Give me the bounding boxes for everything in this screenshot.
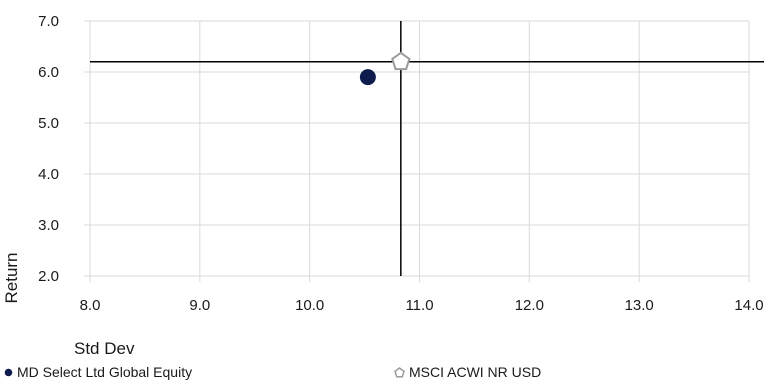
legend: MD Select Ltd Global Equity MSCI ACWI NR… — [0, 364, 764, 382]
x-axis-label: Std Dev — [74, 339, 135, 358]
x-tick-label: 9.0 — [189, 297, 210, 314]
grid-lines — [84, 20, 750, 282]
legend-item-benchmark: MSCI ACWI NR USD — [394, 364, 541, 380]
y-tick-label: 7.0 — [38, 13, 59, 30]
x-tick-label: 11.0 — [405, 297, 433, 314]
x-tick-labels: 8.0 9.0 10.0 11.0 12.0 13.0 14.0 — [80, 297, 764, 314]
x-tick-label: 14.0 — [734, 297, 763, 314]
x-tick-label: 10.0 — [295, 297, 324, 314]
point-fund — [359, 69, 376, 86]
data-points — [359, 51, 411, 86]
x-tick-label: 13.0 — [625, 297, 654, 314]
legend-label-fund: MD Select Ltd Global Equity — [17, 364, 193, 380]
y-tick-label: 4.0 — [38, 166, 59, 183]
legend-item-fund: MD Select Ltd Global Equity — [4, 364, 192, 380]
x-tick-label: 12.0 — [515, 297, 544, 314]
legend-label-benchmark: MSCI ACWI NR USD — [409, 364, 542, 380]
point-benchmark — [391, 51, 411, 71]
pentagon-marker-icon — [394, 366, 405, 378]
benchmark-crosshair — [90, 21, 764, 276]
y-tick-label: 2.0 — [38, 268, 59, 285]
y-tick-label: 5.0 — [38, 115, 59, 132]
y-tick-labels: 2.0 3.0 4.0 5.0 6.0 7.0 — [38, 13, 59, 285]
y-axis-label: Return — [2, 252, 21, 304]
scatter-chart: 2.0 3.0 4.0 5.0 6.0 7.0 8.0 9.0 10.0 11.0 12.0 13.… — [38, 13, 764, 314]
y-tick-label: 3.0 — [38, 217, 59, 234]
x-tick-label: 8.0 — [80, 297, 101, 314]
circle-marker-icon — [4, 368, 13, 376]
y-tick-label: 6.0 — [38, 64, 59, 81]
y-axis-label-wrap: Return — [2, 240, 26, 320]
